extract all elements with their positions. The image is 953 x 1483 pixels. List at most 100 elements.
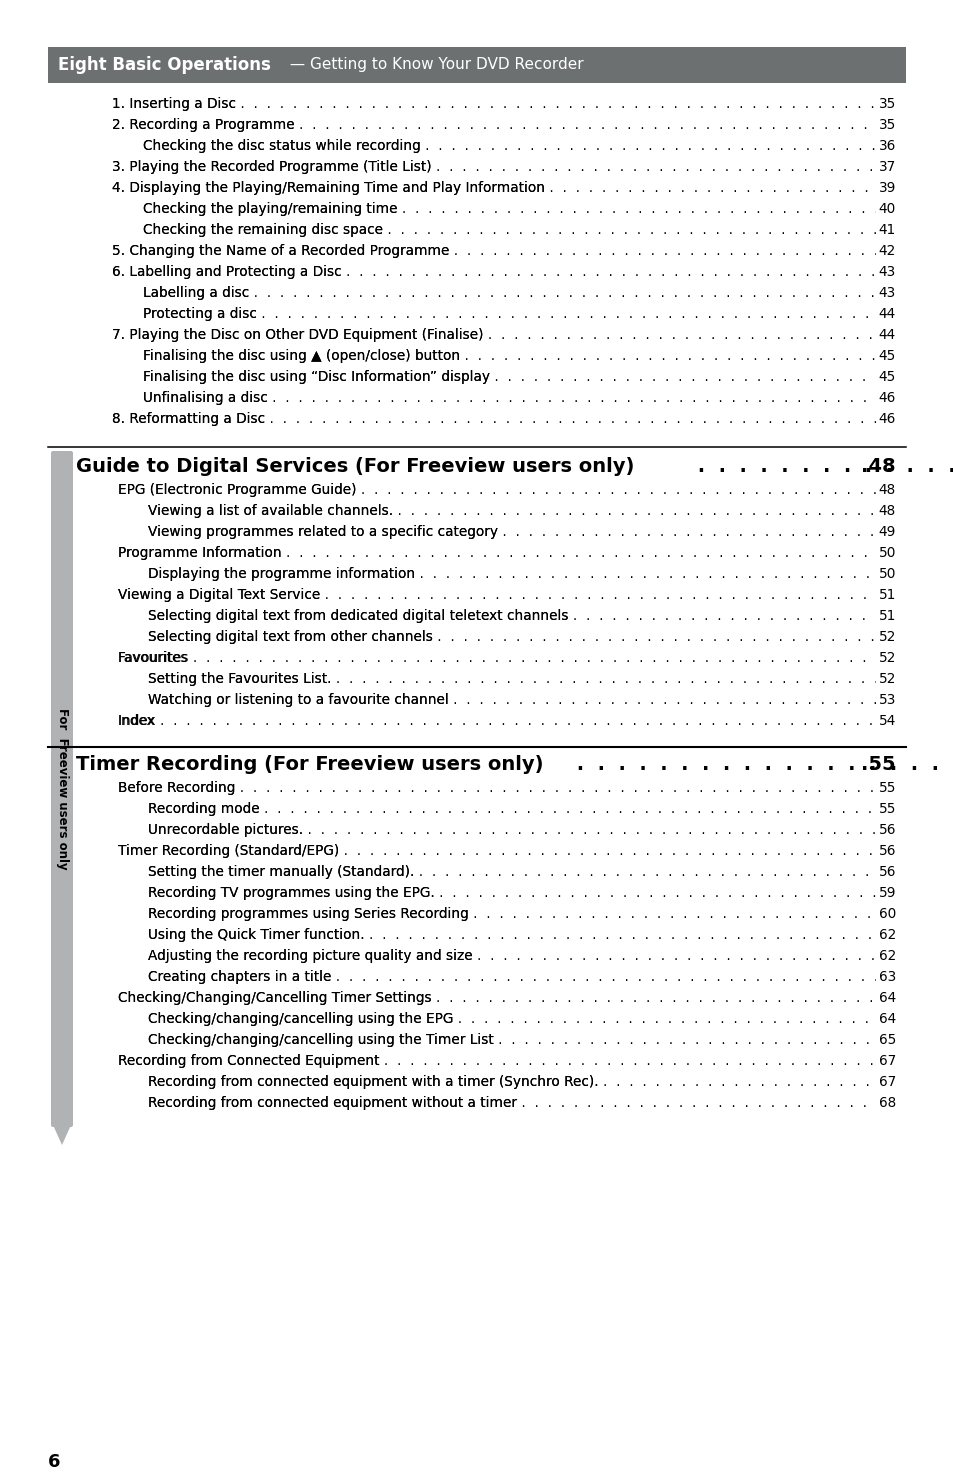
Text: Recording mode .  .  .  .  .  .  .  .  .  .  .  .  .  .  .  .  .  .  .  .  .  . : Recording mode . . . . . . . . . . . . .… bbox=[148, 802, 953, 816]
Text: 51: 51 bbox=[878, 587, 895, 602]
Text: 5. Changing the Name of a Recorded Programme: 5. Changing the Name of a Recorded Progr… bbox=[112, 245, 449, 258]
Text: Displaying the programme information: Displaying the programme information bbox=[148, 567, 415, 581]
Text: Favourites: Favourites bbox=[118, 651, 189, 664]
Text: Before Recording: Before Recording bbox=[118, 782, 235, 795]
Text: 36: 36 bbox=[878, 139, 895, 153]
Text: 40: 40 bbox=[878, 202, 895, 217]
Text: 52: 52 bbox=[878, 651, 895, 664]
Text: Finalising the disc using “Disc Information” display .  .  .  .  .  .  .  .  .  : Finalising the disc using “Disc Informat… bbox=[143, 369, 953, 384]
Text: 56: 56 bbox=[878, 844, 895, 859]
Text: Recording from connected equipment with a timer (Synchro Rec).: Recording from connected equipment with … bbox=[148, 1075, 598, 1089]
Text: Programme Information .  .  .  .  .  .  .  .  .  .  .  .  .  .  .  .  .  .  .  .: Programme Information . . . . . . . . . … bbox=[118, 546, 953, 561]
Text: EPG (Electronic Programme Guide) .  .  .  .  .  .  .  .  .  .  .  .  .  .  .  . : EPG (Electronic Programme Guide) . . . .… bbox=[118, 483, 953, 497]
Text: 45: 45 bbox=[878, 349, 895, 363]
Text: 2. Recording a Programme .  .  .  .  .  .  .  .  .  .  .  .  .  .  .  .  .  .  .: 2. Recording a Programme . . . . . . . .… bbox=[112, 119, 953, 132]
Text: 3. Playing the Recorded Programme (Title List) .  .  .  .  .  .  .  .  .  .  .  : 3. Playing the Recorded Programme (Title… bbox=[112, 160, 953, 174]
Text: 43: 43 bbox=[878, 286, 895, 300]
Text: 37: 37 bbox=[878, 160, 895, 174]
Text: 68: 68 bbox=[878, 1096, 895, 1109]
Text: Finalising the disc using ▲ (open/close) button .  .  .  .  .  .  .  .  .  .  . : Finalising the disc using ▲ (open/close)… bbox=[143, 349, 953, 363]
Text: Unfinalising a disc .  .  .  .  .  .  .  .  .  .  .  .  .  .  .  .  .  .  .  .  : Unfinalising a disc . . . . . . . . . . … bbox=[143, 392, 953, 405]
Text: Setting the timer manually (Standard).: Setting the timer manually (Standard). bbox=[148, 865, 414, 879]
Text: 7. Playing the Disc on Other DVD Equipment (Finalise): 7. Playing the Disc on Other DVD Equipme… bbox=[112, 328, 483, 343]
Text: Using the Quick Timer function. .  .  .  .  .  .  .  .  .  .  .  .  .  .  .  .  : Using the Quick Timer function. . . . . … bbox=[148, 928, 953, 942]
Text: For  Freeview users only: For Freeview users only bbox=[55, 709, 69, 871]
Text: 48: 48 bbox=[878, 483, 895, 497]
Text: 56: 56 bbox=[878, 823, 895, 836]
Text: 51: 51 bbox=[878, 610, 895, 623]
Text: Unrecordable pictures. .  .  .  .  .  .  .  .  .  .  .  .  .  .  .  .  .  .  .  : Unrecordable pictures. . . . . . . . . .… bbox=[148, 823, 953, 836]
Text: — Getting to Know Your DVD Recorder: — Getting to Know Your DVD Recorder bbox=[285, 58, 583, 73]
Text: Guide to Digital Services (For Freeview users only): Guide to Digital Services (For Freeview … bbox=[76, 457, 634, 476]
Text: Viewing programmes related to a specific category: Viewing programmes related to a specific… bbox=[148, 525, 497, 538]
Text: Recording programmes using Series Recording .  .  .  .  .  .  .  .  .  .  .  .  : Recording programmes using Series Record… bbox=[148, 908, 953, 921]
Text: 65: 65 bbox=[878, 1034, 895, 1047]
Text: 52: 52 bbox=[878, 630, 895, 644]
Bar bbox=[48, 47, 905, 83]
Text: 50: 50 bbox=[878, 567, 895, 581]
Text: 64: 64 bbox=[878, 1011, 895, 1026]
Text: Recording programmes using Series Recording: Recording programmes using Series Record… bbox=[148, 908, 468, 921]
Text: Setting the timer manually (Standard). .  .  .  .  .  .  .  .  .  .  .  .  .  . : Setting the timer manually (Standard). .… bbox=[148, 865, 953, 879]
Text: 56: 56 bbox=[878, 865, 895, 879]
Text: 67: 67 bbox=[878, 1075, 895, 1089]
Text: 46: 46 bbox=[878, 392, 895, 405]
Text: Creating chapters in a title .  .  .  .  .  .  .  .  .  .  .  .  .  .  .  .  .  : Creating chapters in a title . . . . . .… bbox=[148, 970, 953, 985]
Text: Programme Information: Programme Information bbox=[118, 546, 281, 561]
Text: Watching or listening to a favourite channel .  .  .  .  .  .  .  .  .  .  .  . : Watching or listening to a favourite cha… bbox=[148, 693, 953, 707]
Text: Checking the remaining disc space .  .  .  .  .  .  .  .  .  .  .  .  .  .  .  .: Checking the remaining disc space . . . … bbox=[143, 222, 953, 237]
Text: Checking the playing/remaining time: Checking the playing/remaining time bbox=[143, 202, 397, 217]
Text: Recording TV programmes using the EPG. .  .  .  .  .  .  .  .  .  .  .  .  .  . : Recording TV programmes using the EPG. .… bbox=[148, 885, 953, 900]
Text: Creating chapters in a title: Creating chapters in a title bbox=[148, 970, 331, 985]
Text: 4. Displaying the Playing/Remaining Time and Play Information .  .  .  .  .  .  : 4. Displaying the Playing/Remaining Time… bbox=[112, 181, 953, 194]
Text: Checking/changing/cancelling using the Timer List: Checking/changing/cancelling using the T… bbox=[148, 1034, 494, 1047]
Text: 1. Inserting a Disc .  .  .  .  .  .  .  .  .  .  .  .  .  .  .  .  .  .  .  .  : 1. Inserting a Disc . . . . . . . . . . … bbox=[112, 96, 953, 111]
Text: 8. Reformatting a Disc .  .  .  .  .  .  .  .  .  .  .  .  .  .  .  .  .  .  .  : 8. Reformatting a Disc . . . . . . . . .… bbox=[112, 412, 953, 426]
Text: Recording from connected equipment with a timer (Synchro Rec). .  .  .  .  .  . : Recording from connected equipment with … bbox=[148, 1075, 953, 1089]
Text: Checking the remaining disc space: Checking the remaining disc space bbox=[143, 222, 382, 237]
Text: 62: 62 bbox=[878, 928, 895, 942]
Text: 53: 53 bbox=[878, 693, 895, 707]
Text: Adjusting the recording picture quality and size .  .  .  .  .  .  .  .  .  .  .: Adjusting the recording picture quality … bbox=[148, 949, 953, 962]
Text: Selecting digital text from other channels: Selecting digital text from other channe… bbox=[148, 630, 433, 644]
Text: Viewing a list of available channels. .  .  .  .  .  .  .  .  .  .  .  .  .  .  : Viewing a list of available channels. . … bbox=[148, 504, 953, 518]
Text: 54: 54 bbox=[878, 713, 895, 728]
Text: 8. Reformatting a Disc: 8. Reformatting a Disc bbox=[112, 412, 265, 426]
Text: 52: 52 bbox=[878, 672, 895, 687]
Text: 2. Recording a Programme: 2. Recording a Programme bbox=[112, 119, 294, 132]
Text: 3. Playing the Recorded Programme (Title List): 3. Playing the Recorded Programme (Title… bbox=[112, 160, 431, 174]
Text: 67: 67 bbox=[878, 1054, 895, 1068]
Text: 46: 46 bbox=[878, 412, 895, 426]
Text: Checking/Changing/Cancelling Timer Settings: Checking/Changing/Cancelling Timer Setti… bbox=[118, 991, 431, 1005]
Text: .55: .55 bbox=[861, 755, 895, 774]
Text: 35: 35 bbox=[878, 96, 895, 111]
Text: Unfinalising a disc: Unfinalising a disc bbox=[143, 392, 268, 405]
Text: 44: 44 bbox=[878, 328, 895, 343]
Text: 5. Changing the Name of a Recorded Programme .  .  .  .  .  .  .  .  .  .  .  . : 5. Changing the Name of a Recorded Progr… bbox=[112, 245, 953, 258]
Text: 60: 60 bbox=[878, 908, 895, 921]
Text: Favourites .  .  .  .  .  .  .  .  .  .  .  .  .  .  .  .  .  .  .  .  .  .  .  : Favourites . . . . . . . . . . . . . . .… bbox=[118, 651, 953, 664]
Text: Eight Basic Operations: Eight Basic Operations bbox=[58, 56, 271, 74]
Text: Index: Index bbox=[118, 713, 155, 728]
Text: 48: 48 bbox=[878, 504, 895, 518]
Text: 35: 35 bbox=[878, 119, 895, 132]
Text: .48: .48 bbox=[861, 457, 895, 476]
Text: 7. Playing the Disc on Other DVD Equipment (Finalise) .  .  .  .  .  .  .  .  . : 7. Playing the Disc on Other DVD Equipme… bbox=[112, 328, 953, 343]
Text: 63: 63 bbox=[878, 970, 895, 985]
Text: Checking/changing/cancelling using the EPG: Checking/changing/cancelling using the E… bbox=[148, 1011, 453, 1026]
Text: Using the Quick Timer function.: Using the Quick Timer function. bbox=[148, 928, 364, 942]
Text: 6. Labelling and Protecting a Disc: 6. Labelling and Protecting a Disc bbox=[112, 265, 341, 279]
FancyBboxPatch shape bbox=[51, 451, 73, 1127]
Text: Viewing programmes related to a specific category .  .  .  .  .  .  .  .  .  .  : Viewing programmes related to a specific… bbox=[148, 525, 953, 538]
Text: 55: 55 bbox=[878, 802, 895, 816]
Text: 44: 44 bbox=[878, 307, 895, 320]
Text: Labelling a disc .  .  .  .  .  .  .  .  .  .  .  .  .  .  .  .  .  .  .  .  .  : Labelling a disc . . . . . . . . . . . .… bbox=[143, 286, 953, 300]
Text: Checking the disc status while recording: Checking the disc status while recording bbox=[143, 139, 420, 153]
Text: Checking the playing/remaining time .  .  .  .  .  .  .  .  .  .  .  .  .  .  . : Checking the playing/remaining time . . … bbox=[143, 202, 953, 217]
Text: Finalising the disc using ▲ (open/close) button: Finalising the disc using ▲ (open/close)… bbox=[143, 349, 459, 363]
Text: 43: 43 bbox=[878, 265, 895, 279]
Text: Checking the disc status while recording .  .  .  .  .  .  .  .  .  .  .  .  .  : Checking the disc status while recording… bbox=[143, 139, 953, 153]
Text: Viewing a list of available channels.: Viewing a list of available channels. bbox=[148, 504, 393, 518]
Text: Recording from connected equipment without a timer .  .  .  .  .  .  .  .  .  . : Recording from connected equipment witho… bbox=[148, 1096, 953, 1109]
Text: Selecting digital text from dedicated digital teletext channels: Selecting digital text from dedicated di… bbox=[148, 610, 568, 623]
